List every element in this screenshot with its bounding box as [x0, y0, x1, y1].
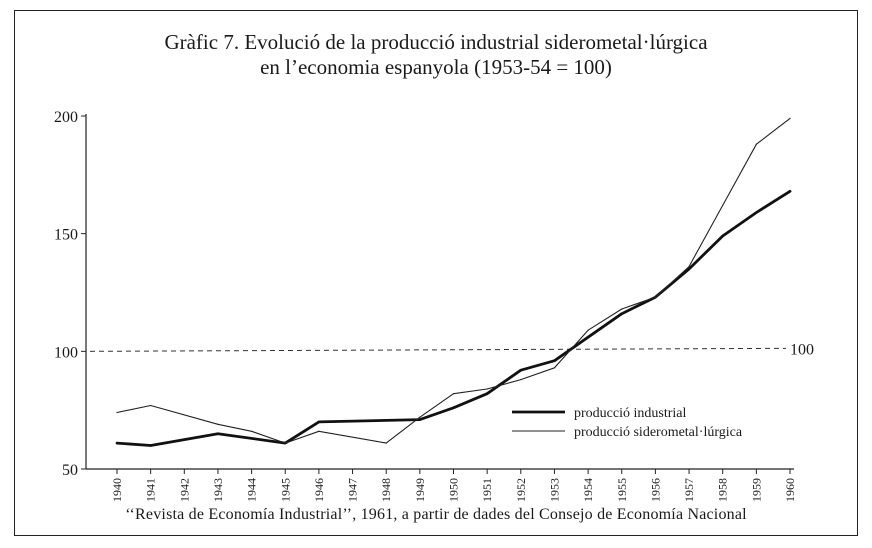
source-note: ‘‘Revista de Economía Industrial’’, 1961…	[125, 506, 747, 523]
chart-frame	[14, 10, 858, 536]
x-tick-label: 1947	[346, 478, 360, 502]
data-point	[150, 404, 152, 407]
reference-line-group: 100	[89, 341, 814, 358]
x-tick-label: 1952	[514, 478, 528, 502]
y-tick-label: 50	[62, 462, 78, 479]
x-tick-label: 1954	[581, 478, 595, 502]
chart-title: Gràfic 7. Evolució de la producció indus…	[0, 30, 872, 80]
series-line-2	[116, 117, 791, 444]
legend-label-1: producció industrial	[574, 406, 686, 421]
legend-label-2: producció siderometal·lúrgica	[574, 425, 743, 440]
legend: producció industrial producció siderometa…	[512, 406, 743, 440]
x-tick-label: 1942	[177, 478, 191, 502]
data-point	[688, 266, 690, 268]
data-point	[553, 367, 556, 369]
x-tick-label: 1943	[211, 478, 225, 502]
data-point	[385, 442, 387, 444]
data-point	[284, 442, 286, 444]
x-tick-label: 1944	[245, 478, 259, 502]
reference-line	[89, 347, 787, 352]
data-point	[486, 393, 488, 395]
x-tick-label: 1958	[716, 478, 730, 502]
x-tick-label: 1953	[547, 478, 561, 502]
x-axis-ticks: 1940 1941 1942 1943 1944 1945 1946 1947 1948 1949…	[110, 469, 797, 502]
series-group	[115, 117, 792, 447]
y-axis-ticks: 50 100 150 200	[54, 109, 86, 479]
data-point	[755, 143, 757, 145]
x-tick-label: 1940	[110, 478, 124, 502]
data-point	[789, 117, 791, 119]
reference-line-label: 100	[790, 341, 814, 358]
data-point	[520, 378, 522, 381]
data-point	[722, 235, 724, 237]
data-point	[116, 442, 118, 444]
data-point	[654, 296, 657, 298]
x-tick-label: 1956	[648, 478, 662, 502]
data-point	[318, 430, 320, 432]
data-point	[587, 329, 589, 331]
data-point	[452, 393, 455, 395]
data-point	[789, 190, 791, 192]
y-tick-label: 100	[54, 344, 78, 361]
data-point	[587, 336, 589, 338]
data-point	[520, 369, 522, 371]
x-tick-label: 1959	[749, 478, 763, 502]
data-point	[217, 433, 219, 435]
data-point	[116, 411, 118, 414]
x-tick-label: 1951	[480, 478, 494, 502]
x-tick-label: 1945	[278, 478, 292, 502]
data-point	[755, 211, 757, 214]
x-tick-label: 1950	[447, 478, 461, 502]
x-tick-label: 1941	[144, 478, 158, 502]
x-tick-label: 1946	[312, 478, 326, 502]
data-point	[419, 418, 421, 421]
data-point	[621, 308, 623, 310]
data-point	[251, 430, 253, 432]
y-tick-label: 150	[54, 227, 78, 244]
data-point	[688, 268, 690, 270]
axes	[85, 114, 794, 470]
x-tick-label: 1957	[682, 478, 696, 502]
data-point	[318, 421, 320, 423]
y-tick-label: 200	[54, 109, 78, 126]
chart-title-line-2: en l’economia espanyola (1953-54 = 100)	[260, 55, 612, 79]
data-point	[452, 407, 455, 409]
data-point	[553, 360, 556, 362]
data-point	[150, 444, 152, 447]
data-point	[419, 416, 421, 418]
data-point	[722, 204, 724, 207]
data-point	[217, 423, 219, 425]
x-tick-label: 1948	[379, 478, 393, 502]
chart-title-line-1: Gràfic 7. Evolució de la producció indus…	[164, 30, 708, 54]
x-tick-label: 1949	[413, 478, 427, 502]
data-point	[486, 388, 488, 390]
x-tick-label: 1955	[615, 478, 629, 502]
data-point	[621, 313, 623, 315]
x-tick-label: 1960	[783, 478, 797, 502]
